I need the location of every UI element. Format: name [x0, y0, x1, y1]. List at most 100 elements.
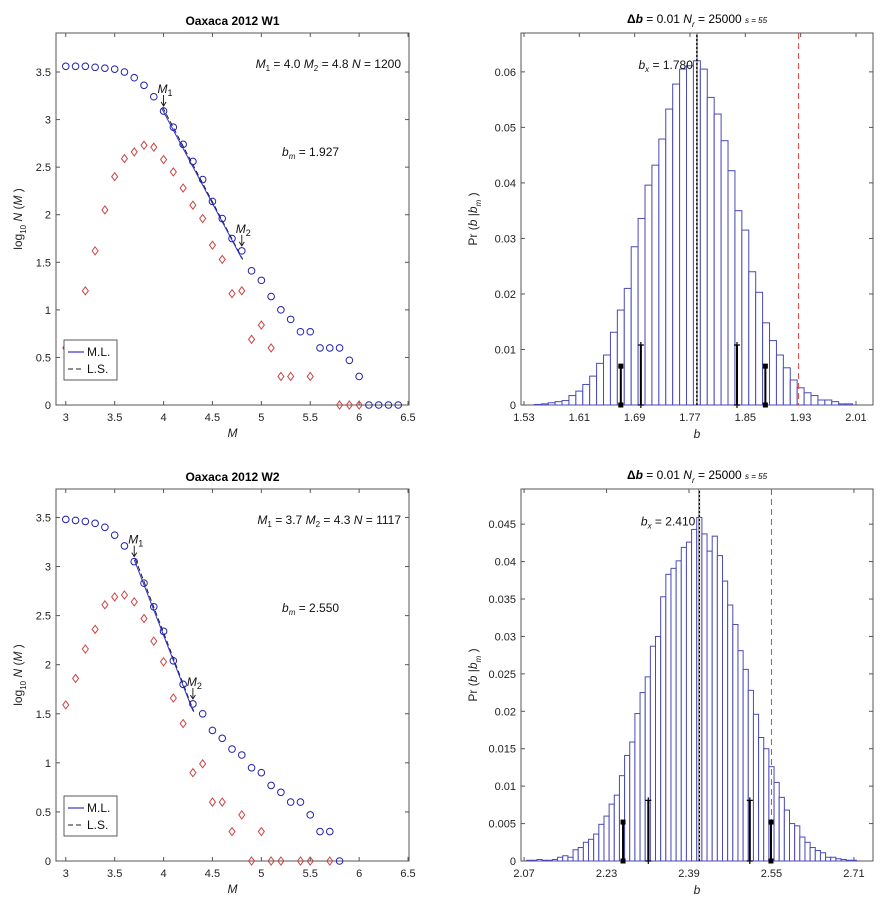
y-tick-label: 2.5: [36, 611, 51, 623]
y-axis-label: log10 N (M ): [11, 188, 28, 250]
cross-marker: [645, 797, 652, 804]
bx-annotation: bx = 1.780: [638, 58, 693, 74]
noncumulative-point: [247, 334, 256, 345]
cumulative-point: [179, 680, 187, 689]
histogram-bar: [830, 856, 837, 862]
cumulative-point: [277, 788, 285, 797]
legend-ls-label: L.S.: [87, 362, 108, 376]
histogram-bar: [670, 567, 677, 862]
histogram-bar: [593, 833, 600, 862]
histogram-bar: [763, 748, 770, 862]
cross-marker: [734, 342, 741, 349]
noncumulative-point: [218, 254, 226, 265]
histogram-bar: [773, 781, 780, 862]
x-tick-label: 2.01: [845, 412, 866, 424]
cumulative-point: [325, 827, 334, 836]
y-axis-label: Pr (b |bm ): [466, 192, 483, 245]
x-tick-label: 1.85: [735, 412, 756, 424]
histogram-bar: [540, 403, 549, 406]
noncumulative-point: [335, 400, 344, 410]
y-tick-label: 0.045: [488, 519, 516, 531]
histogram-bar: [769, 340, 777, 406]
cumulative-point: [218, 214, 227, 223]
cumulative-point: [198, 175, 207, 184]
cumulative-point: [120, 542, 129, 550]
histogram-bar: [651, 164, 660, 406]
histogram-bar: [557, 856, 564, 862]
x-tick-label: 6: [356, 868, 362, 880]
histogram-bar: [748, 271, 757, 406]
cumulative-point: [101, 523, 109, 532]
histogram-bar: [665, 108, 674, 406]
y-tick-label: 1.5: [36, 257, 51, 269]
noncumulative-point: [169, 167, 177, 177]
cumulative-point: [218, 734, 227, 743]
cumulative-point: [101, 64, 109, 73]
cumulative-point: [306, 811, 315, 819]
histogram-bar: [588, 838, 595, 862]
histogram-bar: [831, 401, 840, 406]
cumulative-point: [179, 140, 187, 149]
cumulative-point: [316, 344, 324, 352]
legend-ml-label: M.L.: [87, 801, 110, 815]
histogram-bar: [634, 713, 641, 862]
y-tick-label: 0.04: [495, 557, 516, 569]
histogram-bar: [778, 796, 785, 862]
x-tick-label: 5: [258, 868, 264, 880]
histogram-bar: [713, 113, 722, 406]
cumulative-point: [120, 68, 129, 76]
histogram-bar: [783, 809, 791, 862]
noncumulative-point: [287, 371, 295, 382]
y-tick-label: 0.035: [488, 594, 516, 606]
y-tick-label: 3.5: [36, 512, 51, 524]
histogram-bar: [568, 395, 577, 406]
histogram-bar: [701, 533, 708, 862]
noncumulative-point: [140, 613, 148, 624]
histogram-bar: [789, 379, 798, 406]
noncumulative-point: [150, 636, 158, 646]
histogram-bar: [672, 83, 681, 406]
noncumulative-point: [326, 856, 334, 866]
y-tick-label: 0.015: [488, 744, 516, 756]
cross-marker: [746, 797, 753, 804]
noncumulative-point: [111, 592, 119, 602]
x-tick-label: 1.77: [679, 412, 700, 424]
noncumulative-point: [277, 371, 285, 382]
histogram-bar: [589, 375, 598, 406]
x-tick-label: 3.5: [107, 412, 122, 424]
histogram-bar: [624, 754, 631, 862]
cumulative-point: [355, 372, 363, 381]
histogram-bar: [799, 836, 806, 862]
x-axis-label: M: [228, 426, 238, 440]
y-tick-label: 0.01: [495, 344, 516, 356]
histogram-bar: [603, 354, 611, 406]
bm-annotation: bm = 1.927: [282, 145, 339, 161]
noncumulative-point: [91, 246, 99, 256]
chart-title: Δb = 0.01 Nr = 25000 s = 55: [627, 468, 768, 485]
cumulative-point: [198, 709, 207, 718]
y-tick-label: 0.5: [36, 807, 51, 819]
histogram-bar: [706, 550, 713, 862]
cumulative-point: [71, 62, 80, 71]
histogram-bar: [598, 823, 605, 862]
histogram-bar: [794, 825, 801, 862]
x-tick-label: 1.93: [790, 412, 811, 424]
noncumulative-point: [71, 673, 80, 684]
square-marker: [618, 402, 624, 408]
histogram-bar: [608, 803, 615, 862]
cumulative-point: [169, 123, 178, 131]
panel-w2-b-histogram: 2.07 2.23 2.39 2.55 2.71 0 0.005 0.01 0.015 0.02 0…: [466, 468, 874, 897]
histogram-bar: [575, 390, 584, 406]
cumulative-point: [247, 267, 256, 275]
m2-arrowhead-icon: [190, 694, 196, 700]
bm-annotation: bm = 2.550: [282, 601, 339, 617]
y-tick-label: 0.06: [495, 67, 516, 79]
histogram-bar: [572, 849, 579, 862]
histogram-bar: [699, 68, 708, 406]
cumulative-point: [247, 763, 256, 772]
panel-w2-magnitude-distribution: 3 3.5 4 4.5 5 5.5 6 6.5 0 0.5 1 1.5 2 2.5 3 3.5 Oaxaca 2…: [11, 470, 416, 896]
histogram-bar: [706, 96, 715, 406]
cross-marker: [734, 402, 741, 408]
cross-marker: [637, 402, 644, 408]
